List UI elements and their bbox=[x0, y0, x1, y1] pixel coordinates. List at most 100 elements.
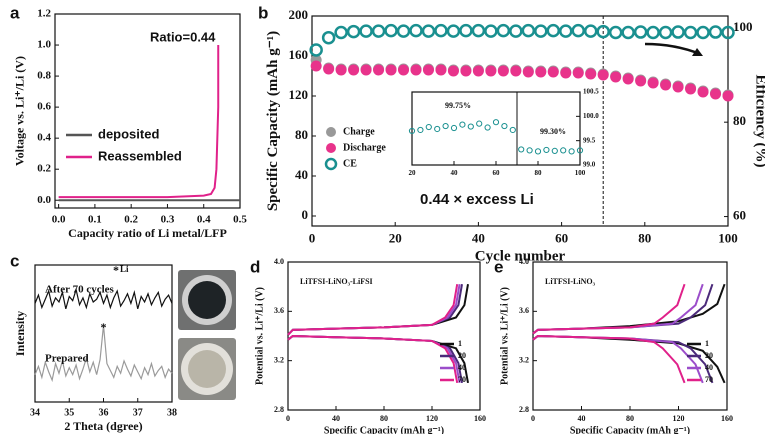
y-axis-label: Potential vs. Li⁺/Li (V) bbox=[500, 287, 511, 385]
y2-tick-label: 60 bbox=[733, 208, 746, 223]
y-tick-label: 3.2 bbox=[274, 355, 284, 364]
x-tick-label: 80 bbox=[638, 231, 651, 246]
y-tick-label: 4.0 bbox=[519, 257, 529, 266]
legend-swatch bbox=[326, 159, 336, 169]
data-point bbox=[635, 76, 646, 87]
x-tick-label: 0.5 bbox=[233, 213, 247, 225]
x-tick-label: 0 bbox=[531, 414, 535, 423]
data-point bbox=[323, 64, 334, 75]
data-point bbox=[710, 27, 721, 38]
data-point bbox=[473, 25, 484, 36]
data-point bbox=[523, 25, 534, 36]
data-point bbox=[498, 66, 509, 77]
series-line bbox=[533, 284, 703, 383]
series-label: Prepared bbox=[45, 353, 89, 365]
figure: 0.00.10.20.30.40.50.00.20.40.60.81.01.2C… bbox=[0, 0, 765, 434]
legend-label: 20 bbox=[458, 351, 466, 360]
data-point bbox=[610, 27, 621, 38]
panel-letter: b bbox=[258, 3, 268, 22]
x-tick-label: 100 bbox=[575, 169, 586, 177]
data-point bbox=[585, 26, 596, 37]
x-tick-label: 60 bbox=[493, 169, 501, 177]
y-tick-label: 100.0 bbox=[583, 112, 599, 120]
data-point bbox=[660, 27, 671, 38]
y-tick-label: 4.0 bbox=[274, 257, 284, 266]
x-tick-label: 38 bbox=[167, 407, 177, 418]
arrow-line bbox=[645, 44, 700, 54]
data-point bbox=[698, 27, 709, 38]
series-line bbox=[59, 45, 219, 197]
legend-label: 40 bbox=[458, 363, 466, 372]
series-line bbox=[288, 284, 460, 383]
data-point bbox=[348, 65, 359, 76]
x-tick-label: 0.2 bbox=[124, 213, 138, 225]
y2-tick-label: 80 bbox=[733, 113, 746, 128]
peak-legend-label: Li bbox=[120, 264, 129, 274]
x-tick-label: 160 bbox=[721, 414, 733, 423]
legend-swatch bbox=[326, 143, 336, 153]
legend-label: 20 bbox=[705, 351, 713, 360]
data-point bbox=[460, 66, 471, 77]
y-axis-label: Intensity bbox=[13, 311, 27, 356]
y-tick-label: 200 bbox=[289, 7, 309, 22]
x-tick-label: 120 bbox=[426, 414, 438, 423]
series-label: After 70 cycles bbox=[45, 284, 115, 296]
data-point bbox=[585, 69, 596, 80]
peak-marker: * bbox=[101, 320, 107, 334]
x-tick-label: 20 bbox=[389, 231, 402, 246]
data-point bbox=[435, 25, 446, 36]
data-point bbox=[723, 91, 734, 102]
x-tick-label: 40 bbox=[578, 414, 586, 423]
y-tick-label: 0.6 bbox=[37, 101, 51, 113]
legend-label: Discharge bbox=[343, 142, 386, 153]
data-point bbox=[535, 26, 546, 37]
data-point bbox=[510, 26, 521, 37]
x-tick-label: 0.4 bbox=[197, 213, 211, 225]
data-point bbox=[361, 65, 372, 76]
data-point bbox=[673, 27, 684, 38]
data-point bbox=[685, 27, 696, 38]
trend-arrow bbox=[645, 44, 703, 56]
series-line bbox=[288, 284, 457, 383]
y-tick-label: 3.6 bbox=[274, 306, 284, 315]
x-tick-label: 80 bbox=[626, 414, 634, 423]
data-point bbox=[548, 25, 559, 36]
legend-label: 1 bbox=[705, 339, 709, 348]
x-tick-label: 0 bbox=[286, 414, 290, 423]
data-point bbox=[336, 65, 347, 76]
y-tick-label: 3.6 bbox=[519, 306, 529, 315]
legend-swatch bbox=[326, 127, 336, 137]
panel-letter: a bbox=[10, 3, 20, 22]
y-axis-label: Specific Capacity (mAh g⁻¹) bbox=[265, 31, 281, 211]
data-point bbox=[448, 66, 459, 77]
legend-label: 1 bbox=[458, 339, 462, 348]
data-point bbox=[361, 26, 372, 37]
x-axis-label: Specific Capacity (mAh g⁻¹) bbox=[570, 425, 690, 434]
chart-title: LiTFSI-LiNO₃-LiFSI bbox=[300, 277, 373, 286]
y-tick-label: 99.0 bbox=[583, 161, 596, 169]
legend-label: deposited bbox=[98, 126, 159, 141]
y-axis-label: Potential vs. Li⁺/Li (V) bbox=[255, 287, 266, 385]
y-tick-label: 3.2 bbox=[519, 355, 529, 364]
x-tick-label: 120 bbox=[673, 414, 685, 423]
data-point bbox=[498, 25, 509, 36]
annotation: Ratio=0.44 bbox=[150, 29, 216, 44]
data-point bbox=[623, 27, 634, 38]
data-point bbox=[460, 25, 471, 36]
peak-marker: * bbox=[113, 263, 119, 277]
x-axis-label: Capacity ratio of Li metal/LFP bbox=[68, 226, 227, 240]
data-point bbox=[311, 61, 322, 72]
y-tick-label: 120 bbox=[289, 87, 309, 102]
data-point bbox=[373, 65, 384, 76]
y-tick-label: 99.5 bbox=[583, 136, 596, 144]
x-tick-label: 60 bbox=[555, 231, 568, 246]
x-tick-label: 40 bbox=[451, 169, 459, 177]
data-point bbox=[560, 68, 571, 79]
y-tick-label: 0.4 bbox=[37, 132, 51, 144]
x-axis-label: Specific Capacity (mAh g⁻¹) bbox=[324, 425, 444, 434]
data-point bbox=[485, 66, 496, 77]
y-tick-label: 40 bbox=[295, 167, 308, 182]
data-point bbox=[635, 27, 646, 38]
x-tick-label: 34 bbox=[30, 407, 40, 418]
x-tick-label: 40 bbox=[332, 414, 340, 423]
